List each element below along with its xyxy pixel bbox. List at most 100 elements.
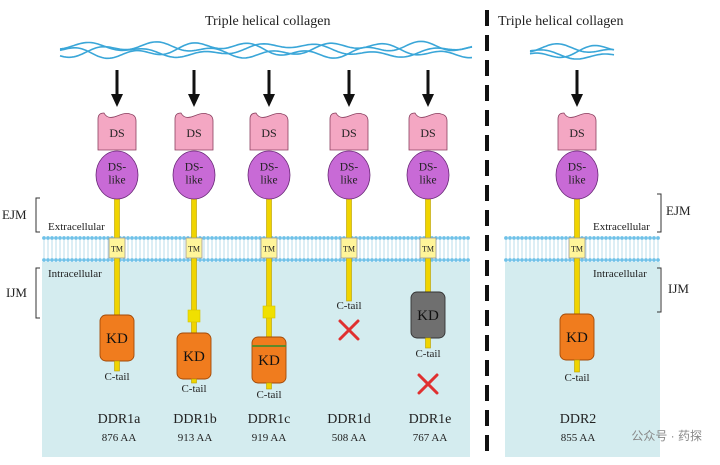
isoform-name-ddr2: DDR2 xyxy=(559,412,597,427)
tm-domain-ddr1b xyxy=(185,237,203,259)
tail-stalk-ddr1e xyxy=(425,337,431,349)
truncation-cross-icon-ddr1d xyxy=(338,319,360,341)
tm-domain-ddr2 xyxy=(568,237,586,259)
ijm-bracket-right xyxy=(657,267,662,313)
collagen-fiber-left xyxy=(59,40,473,60)
kd-label-ddr1a: KD xyxy=(106,331,128,347)
c-tail-label-ddr1e: C-tail xyxy=(415,348,440,360)
isoform-name-ddr1b: DDR1b xyxy=(173,412,217,427)
receptor-ddr1b: DS DS-like TM KD C-tail xyxy=(172,70,216,395)
ejm-label: EJM xyxy=(2,207,27,222)
isoform-name-ddr1d: DDR1d xyxy=(327,412,371,427)
isoform-aa-ddr1a: 876 AA xyxy=(101,432,137,444)
ds-like-label-ddr1d: DS-like xyxy=(340,162,359,187)
isoform-aa-ddr1e: 767 AA xyxy=(412,432,448,444)
isoform-name-ddr1c: DDR1c xyxy=(247,412,291,427)
ejm-bracket xyxy=(35,197,40,233)
truncation-cross-icon-ddr1e xyxy=(417,373,439,395)
ds-label-ddr1c: DS xyxy=(261,126,276,140)
arrowhead-ddr1c xyxy=(263,94,275,107)
tm-domain-ddr1a xyxy=(108,237,126,259)
tail-stalk-ddr1c xyxy=(266,382,272,390)
tail-stalk-ddr1b xyxy=(191,378,197,384)
receptor-group: DSDS-likeTMKDC-tailDSDS-likeTMKDC-tailDS… xyxy=(95,70,599,401)
tail-stalk-ddr2 xyxy=(574,359,580,373)
receptor-ddr1c: DS DS-like TM KD C-tail xyxy=(247,70,291,401)
arrowhead-ddr1d xyxy=(343,94,355,107)
kd-label-ddr2: KD xyxy=(566,330,588,346)
c-tail-label-ddr1a: C-tail xyxy=(104,371,129,383)
ds-like-domain-ddr1e xyxy=(406,150,450,200)
right-panel-title: Triple helical collagen xyxy=(498,14,624,29)
watermark: 公众号 · 药探 xyxy=(631,429,702,443)
ejm-label-right: EJM xyxy=(666,203,691,218)
ijm-label: IJM xyxy=(6,285,27,300)
tm-domain-ddr1d xyxy=(340,237,358,259)
ds-like-domain-ddr1c xyxy=(247,150,291,200)
isoform-name-ddr1e: DDR1e xyxy=(408,412,452,427)
ds-like-domain-ddr1b xyxy=(172,150,216,200)
ds-like-label-ddr1a: DS-like xyxy=(108,162,127,187)
ds-like-label-ddr1c: DS-like xyxy=(260,162,279,187)
c-tail-label-ddr2: C-tail xyxy=(564,372,589,384)
c-tail-label-ddr1d: C-tail xyxy=(336,300,361,312)
receptor-ddr1e: DS DS-like TM KD C-tail xyxy=(406,70,450,395)
receptor-ddr2: DS DS-like TM KD C-tail xyxy=(555,70,599,384)
ijm-bracket xyxy=(35,267,40,319)
ds-label-ddr1a: DS xyxy=(109,126,124,140)
ds-label-ddr1b: DS xyxy=(186,126,201,140)
ds-domain-ddr2 xyxy=(557,112,597,151)
receptor-ddr1d: DS DS-like TM C-tail xyxy=(327,70,371,341)
tm-domain-ddr1c xyxy=(260,237,278,259)
ds-domain-ddr1b xyxy=(174,112,214,151)
collagen-fiber-right xyxy=(529,43,615,60)
ds-like-domain-ddr1a xyxy=(95,150,139,200)
ijm-label-right: IJM xyxy=(668,281,689,296)
c-tail-label-ddr1c: C-tail xyxy=(256,389,281,401)
ds-like-label-ddr1e: DS-like xyxy=(419,162,438,187)
tm-label-ddr1a: TM xyxy=(111,245,123,254)
tm-domain-ddr1e xyxy=(419,237,437,259)
tm-label-ddr1e: TM xyxy=(422,245,434,254)
tm-label-ddr1b: TM xyxy=(188,245,200,254)
tm-label-ddr2: TM xyxy=(571,245,583,254)
ds-domain-ddr1d xyxy=(329,112,369,151)
intracellular-label: Intracellular xyxy=(48,268,102,280)
arrowhead-ddr1b xyxy=(188,94,200,107)
intracellular-label-right: Intracellular xyxy=(593,268,647,280)
arrowhead-ddr1a xyxy=(111,94,123,107)
ds-label-ddr2: DS xyxy=(569,126,584,140)
c-tail-label-ddr1b: C-tail xyxy=(181,383,206,395)
insert-segment-ddr1b-0 xyxy=(187,309,201,323)
ds-like-domain-ddr1d xyxy=(327,150,371,200)
isoform-aa-ddr1b: 913 AA xyxy=(177,432,213,444)
isoform-aa-ddr1d: 508 AA xyxy=(331,432,367,444)
receptor-ddr1a: DS DS-like TM KD C-tail xyxy=(95,70,139,383)
arrowhead-ddr1e xyxy=(422,94,434,107)
insert-segment-ddr1c-0 xyxy=(262,305,276,319)
kd-label-ddr1e: KD xyxy=(417,308,439,324)
ds-like-domain-ddr2 xyxy=(555,150,599,200)
cell-membrane-left xyxy=(42,236,470,262)
isoform-name-ddr1a: DDR1a xyxy=(97,412,141,427)
ejm-bracket-right xyxy=(657,193,662,233)
tm-label-ddr1d: TM xyxy=(343,245,355,254)
left-panel-title: Triple helical collagen xyxy=(205,14,331,29)
extracellular-label-right: Extracellular xyxy=(593,221,650,233)
ds-domain-ddr1c xyxy=(249,112,289,151)
kd-label-ddr1c: KD xyxy=(258,353,280,369)
arrowhead-ddr2 xyxy=(571,94,583,107)
ds-like-label-ddr1b: DS-like xyxy=(185,162,204,187)
ds-like-label-ddr2: DS-like xyxy=(568,162,587,187)
tm-label-ddr1c: TM xyxy=(263,245,275,254)
ds-label-ddr1d: DS xyxy=(341,126,356,140)
isoform-aa-ddr2: 855 AA xyxy=(560,432,596,444)
ds-domain-ddr1a xyxy=(97,112,137,151)
tail-stalk-ddr1a xyxy=(114,360,120,372)
extracellular-label: Extracellular xyxy=(48,221,105,233)
kd-label-ddr1b: KD xyxy=(183,349,205,365)
ds-domain-ddr1e xyxy=(408,112,448,151)
ds-label-ddr1e: DS xyxy=(420,126,435,140)
isoform-aa-ddr1c: 919 AA xyxy=(251,432,287,444)
